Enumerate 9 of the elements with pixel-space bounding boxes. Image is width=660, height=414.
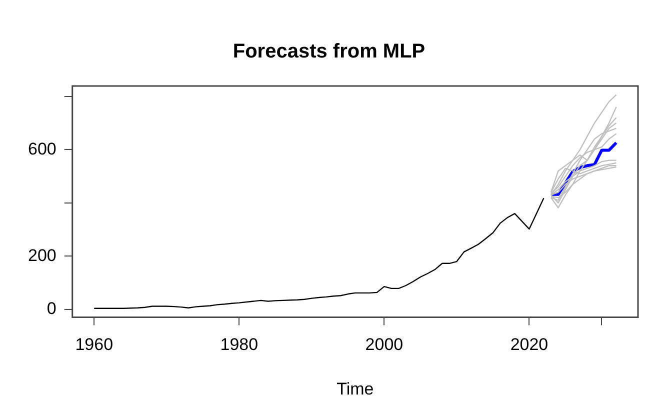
y-tick-label: 600	[28, 139, 56, 158]
x-tick-label: 1980	[220, 335, 258, 354]
x-tick-label: 1960	[75, 335, 114, 354]
y-tick-label: 0	[46, 299, 56, 318]
x-tick-label: 2020	[510, 335, 548, 354]
x-tick-label: 2000	[365, 335, 404, 354]
x-axis-title: Time	[336, 379, 374, 398]
y-tick-label: 200	[28, 246, 56, 265]
chart-title: Forecasts from MLP	[232, 40, 426, 63]
